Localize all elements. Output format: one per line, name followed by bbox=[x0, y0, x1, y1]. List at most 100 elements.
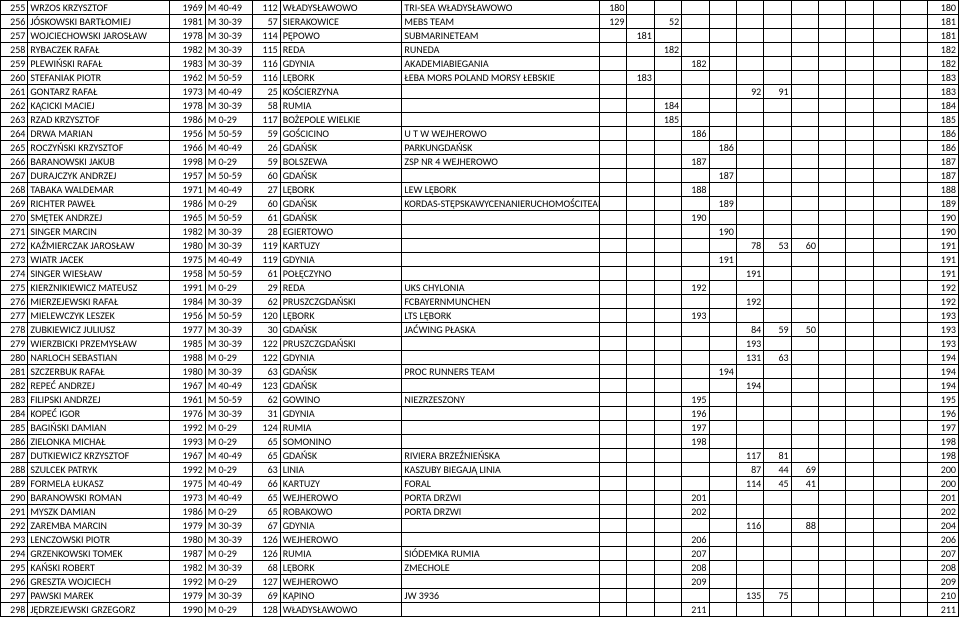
cell-v12 bbox=[901, 421, 928, 435]
cell-v2 bbox=[627, 505, 654, 519]
cell-name: TABAKA WALDEMAR bbox=[28, 183, 170, 197]
cell-place: 124 bbox=[253, 421, 280, 435]
cell-v10 bbox=[846, 267, 873, 281]
cell-v9 bbox=[818, 505, 845, 519]
cell-place: 31 bbox=[253, 407, 280, 421]
cell-v9 bbox=[818, 337, 845, 351]
cell-v6 bbox=[736, 561, 763, 575]
cell-v2 bbox=[627, 477, 654, 491]
cell-year: 1962 bbox=[170, 71, 205, 85]
cell-v6 bbox=[736, 71, 763, 85]
cell-team bbox=[402, 225, 600, 239]
cell-place: 60 bbox=[253, 169, 280, 183]
cell-cat: M 40-49 bbox=[205, 253, 253, 267]
cell-v1 bbox=[600, 225, 627, 239]
cell-v4 bbox=[682, 351, 709, 365]
cell-city: GOWINO bbox=[280, 393, 402, 407]
cell-v2 bbox=[627, 281, 654, 295]
cell-place: 60 bbox=[253, 197, 280, 211]
cell-v10 bbox=[846, 225, 873, 239]
cell-v9 bbox=[818, 169, 845, 183]
cell-v4: 196 bbox=[682, 407, 709, 421]
cell-v5 bbox=[709, 491, 736, 505]
cell-v8: 88 bbox=[791, 519, 818, 533]
cell-place: 117 bbox=[253, 113, 280, 127]
cell-last: 211 bbox=[928, 603, 959, 617]
cell-year: 1986 bbox=[170, 113, 205, 127]
cell-v1 bbox=[600, 547, 627, 561]
cell-v5 bbox=[709, 71, 736, 85]
cell-v6 bbox=[736, 505, 763, 519]
cell-v11 bbox=[873, 85, 900, 99]
cell-v3 bbox=[654, 603, 681, 617]
cell-v4 bbox=[682, 589, 709, 603]
cell-v8 bbox=[791, 183, 818, 197]
cell-num: 279 bbox=[1, 337, 28, 351]
cell-v4 bbox=[682, 379, 709, 393]
cell-v11 bbox=[873, 295, 900, 309]
cell-cat: M 0-29 bbox=[205, 547, 253, 561]
cell-v12 bbox=[901, 239, 928, 253]
cell-place: 59 bbox=[253, 127, 280, 141]
cell-last: 208 bbox=[928, 561, 959, 575]
cell-last: 186 bbox=[928, 141, 959, 155]
cell-v7 bbox=[764, 253, 791, 267]
cell-team bbox=[402, 113, 600, 127]
cell-v12 bbox=[901, 267, 928, 281]
cell-name: GRZENKOWSKI TOMEK bbox=[28, 547, 170, 561]
cell-v8 bbox=[791, 309, 818, 323]
cell-team: AKADEMIABIEGANIA bbox=[402, 57, 600, 71]
cell-v12 bbox=[901, 57, 928, 71]
cell-last: 206 bbox=[928, 533, 959, 547]
cell-v4 bbox=[682, 463, 709, 477]
cell-v3 bbox=[654, 197, 681, 211]
cell-v4 bbox=[682, 15, 709, 29]
cell-cat: M 30-39 bbox=[205, 239, 253, 253]
cell-cat: M 50-59 bbox=[205, 127, 253, 141]
cell-place: 65 bbox=[253, 505, 280, 519]
cell-cat: M 0-29 bbox=[205, 113, 253, 127]
cell-v8 bbox=[791, 603, 818, 617]
cell-v7 bbox=[764, 127, 791, 141]
cell-v11 bbox=[873, 393, 900, 407]
cell-v8 bbox=[791, 421, 818, 435]
cell-v11 bbox=[873, 211, 900, 225]
cell-v9 bbox=[818, 71, 845, 85]
cell-v5 bbox=[709, 127, 736, 141]
cell-city: KOŚCIERZYNA bbox=[280, 85, 402, 99]
table-row: 290BARANOWSKI ROMAN1973M 40-4965WEJHEROW… bbox=[1, 491, 959, 505]
cell-cat: M 50-59 bbox=[205, 169, 253, 183]
cell-v7 bbox=[764, 337, 791, 351]
cell-v5 bbox=[709, 589, 736, 603]
cell-city: GDAŃSK bbox=[280, 379, 402, 393]
cell-place: 62 bbox=[253, 295, 280, 309]
cell-team: LTS LĘBORK bbox=[402, 309, 600, 323]
cell-v12 bbox=[901, 197, 928, 211]
cell-name: KAŹMIERCZAK JAROSŁAW bbox=[28, 239, 170, 253]
cell-team bbox=[402, 351, 600, 365]
cell-num: 263 bbox=[1, 113, 28, 127]
cell-v3 bbox=[654, 407, 681, 421]
cell-v9 bbox=[818, 351, 845, 365]
cell-city: LĘBORK bbox=[280, 309, 402, 323]
cell-v2 bbox=[627, 547, 654, 561]
cell-v10 bbox=[846, 113, 873, 127]
cell-city: KĄPINO bbox=[280, 589, 402, 603]
cell-v2 bbox=[627, 379, 654, 393]
cell-v5 bbox=[709, 379, 736, 393]
cell-cat: M 50-59 bbox=[205, 393, 253, 407]
cell-team: PORTA DRZWI bbox=[402, 491, 600, 505]
cell-num: 276 bbox=[1, 295, 28, 309]
cell-year: 1978 bbox=[170, 99, 205, 113]
cell-team: KASZUBY BIEGAJĄ LINIA bbox=[402, 463, 600, 477]
cell-team: KORDAS-STĘPSKAWYCENANIERUCHOMOŚCITEAM bbox=[402, 197, 600, 211]
cell-num: 289 bbox=[1, 477, 28, 491]
cell-city: PRUSZCZGDAŃSKI bbox=[280, 295, 402, 309]
cell-v10 bbox=[846, 365, 873, 379]
cell-v9 bbox=[818, 127, 845, 141]
cell-place: 115 bbox=[253, 43, 280, 57]
cell-v9 bbox=[818, 113, 845, 127]
cell-v4: 208 bbox=[682, 561, 709, 575]
cell-v2 bbox=[627, 85, 654, 99]
table-row: 259PLEWIŃSKI RAFAŁ1983M 30-39116GDYNIAAK… bbox=[1, 57, 959, 71]
